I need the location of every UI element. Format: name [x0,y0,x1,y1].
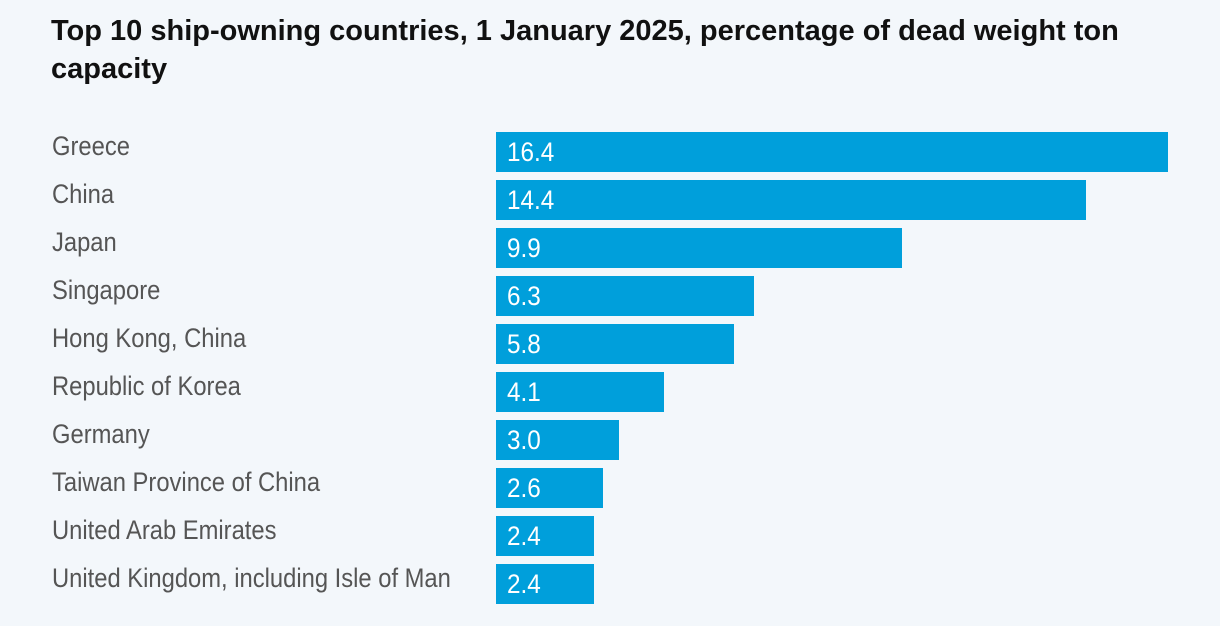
bar [496,132,1168,172]
category-label: China [52,179,115,209]
category-label: Germany [52,419,150,449]
category-label: Japan [52,227,117,257]
bar [496,372,664,412]
bar [496,228,902,268]
value-label: 9.9 [507,233,541,263]
chart-title: Top 10 ship-owning countries, 1 January … [51,15,1119,85]
category-label: Republic of Korea [52,371,241,401]
category-label: Singapore [52,275,161,305]
bar [496,564,594,604]
value-label: 2.4 [507,569,541,599]
value-label: 2.6 [507,473,541,503]
bar [496,468,603,508]
category-label: Taiwan Province of China [52,467,321,497]
bar [496,276,754,316]
bar [496,324,734,364]
value-label: 3.0 [507,425,541,455]
bar [496,180,1086,220]
value-label: 14.4 [507,185,555,215]
bar [496,420,619,460]
bar [496,516,594,556]
category-label: Hong Kong, China [52,323,247,353]
category-label: Greece [52,131,130,161]
category-label: United Arab Emirates [52,515,277,545]
value-label: 16.4 [507,137,555,167]
value-label: 6.3 [507,281,541,311]
category-label: United Kingdom, including Isle of Man [52,563,451,593]
value-label: 5.8 [507,329,541,359]
value-label: 2.4 [507,521,541,551]
value-label: 4.1 [507,377,541,407]
